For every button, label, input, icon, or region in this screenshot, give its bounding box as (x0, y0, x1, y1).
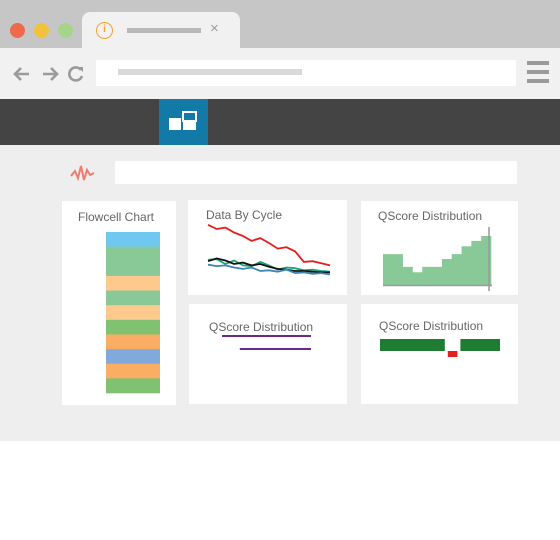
qscore-bar (392, 254, 403, 285)
browser-titlebar: i × (0, 0, 560, 48)
qscore-histogram (383, 227, 492, 291)
flowcell-cell (106, 305, 160, 321)
card-title: Data By Cycle (206, 208, 283, 222)
data-by-cycle-card[interactable]: Data By Cycle (188, 200, 347, 295)
back-arrow-icon[interactable] (12, 64, 32, 84)
pulse-icon (70, 165, 95, 182)
browser-tab[interactable]: i × (82, 12, 240, 48)
url-placeholder (118, 69, 302, 75)
qscore-range-segment (380, 339, 445, 351)
qscore-bar (432, 266, 443, 285)
address-bar[interactable] (96, 60, 516, 86)
hamburger-menu-icon[interactable] (527, 61, 549, 85)
browser-toolbar (0, 48, 560, 99)
flowcell-cell (106, 290, 160, 306)
qscore-bar (461, 246, 472, 285)
tab-title-placeholder (127, 28, 201, 33)
qscore-line-chart (222, 335, 311, 350)
card-title: Flowcell Chart (78, 210, 155, 224)
flowcell-cell (106, 261, 160, 277)
search-input[interactable] (115, 161, 517, 184)
qscore-bar (402, 266, 413, 285)
card-title: QScore Distribution (378, 209, 483, 223)
qscore-range-segment (460, 339, 500, 351)
dashboard-button[interactable] (159, 99, 208, 145)
flowcell-chart (106, 232, 160, 394)
app-header (0, 99, 560, 145)
cycle-series-line (207, 263, 331, 276)
qscore-bar (422, 266, 433, 285)
cycle-series-line (207, 258, 331, 273)
cycle-series-line (207, 257, 330, 274)
qscore-distribution-card[interactable]: QScore Distribution (189, 304, 347, 404)
qscore-range-chart (380, 339, 500, 357)
info-icon: i (96, 22, 113, 39)
flowcell-cell (106, 378, 160, 394)
flowcell-cell (106, 246, 160, 262)
qscore-bar (412, 272, 423, 285)
flowcell-chart-card[interactable]: Flowcell Chart (62, 201, 176, 405)
qscore-distribution-card[interactable]: QScore Distribution (361, 201, 518, 295)
qscore-range-segment (447, 351, 458, 357)
dashboard-content: Flowcell Chart Data By Cycle QScore Dist… (0, 145, 560, 441)
card-title: QScore Distribution (209, 320, 314, 334)
close-window-dot[interactable] (10, 23, 25, 38)
flowcell-cell (106, 334, 160, 350)
flowcell-cell (106, 232, 160, 247)
forward-arrow-icon[interactable] (40, 64, 60, 84)
reload-icon[interactable] (66, 64, 86, 84)
maximize-window-dot[interactable] (58, 23, 73, 38)
flowcell-cell (106, 363, 160, 379)
qscore-bar (441, 259, 453, 285)
dashboard-layout-icon (169, 111, 197, 130)
minimize-window-dot[interactable] (34, 23, 49, 38)
flowcell-cell (106, 319, 160, 335)
qscore-bar (451, 254, 462, 285)
close-icon[interactable]: × (210, 20, 219, 37)
flowcell-cell (106, 349, 160, 365)
qscore-bar (481, 236, 492, 285)
flowcell-cell (106, 275, 160, 291)
qscore-distribution-card[interactable]: QScore Distribution (361, 304, 518, 404)
card-title: QScore Distribution (379, 319, 484, 333)
qscore-bar (471, 240, 482, 285)
data-by-cycle-chart (207, 223, 331, 276)
qscore-bar (383, 254, 394, 285)
cycle-series-line (207, 223, 331, 267)
